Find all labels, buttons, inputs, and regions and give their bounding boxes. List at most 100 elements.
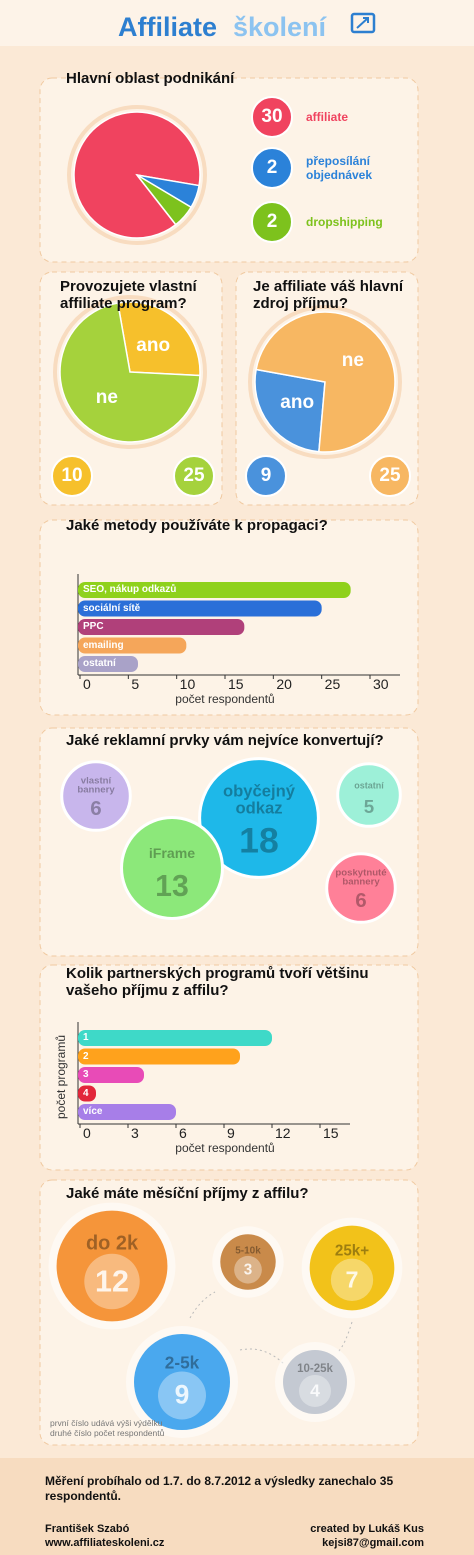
bar-label: více [83,1106,103,1117]
value-badge [369,455,411,497]
footer-author: František Szabó [45,1523,130,1535]
header-band [0,0,474,46]
bubble-value: 6 [355,889,367,913]
x-tick-label: 20 [276,676,292,692]
bar-label: 4 [83,1087,89,1099]
value-badge [173,455,215,497]
slice-label: ano [136,334,171,356]
coin [283,1350,347,1414]
bar [78,619,245,635]
coin [309,1225,395,1311]
bubble [336,762,402,828]
coin-inner [234,1255,262,1284]
icon-arrow [356,17,369,29]
bar [78,600,322,617]
chart-title: Jaké máte měsíční příjmy z affilu? [66,1185,309,1202]
pie-slice [59,302,201,443]
bubble-value: 5 [363,795,375,817]
value-label: 9 [260,465,272,486]
pie-ring [67,105,207,245]
bar [78,1085,96,1102]
bubble [120,816,224,920]
coin [56,1210,168,1322]
y-axis-label: počet programů [54,1034,68,1120]
bar [78,1104,176,1120]
coin-inner [84,1253,140,1310]
chart-title: Je affiliate váš hlavní zdroj příjmu? [253,278,404,312]
legend-label: affiliate [306,110,349,124]
bar-label: emailing [83,639,124,651]
bar [78,1067,144,1083]
bubble-label: obyčejný odkaz [222,781,296,818]
value-label: 10 [61,465,83,486]
coin-inner [158,1371,206,1420]
bar-label: SEO, nákup odkazů [83,584,177,595]
bar-label: 2 [83,1050,89,1062]
coin-label: do 2k [85,1232,139,1255]
value-label: 2 [266,157,278,178]
bar-label: PPC [83,621,104,632]
x-tick-label: 9 [227,1125,235,1141]
x-axis-label: počet respondentů [175,692,275,706]
title-part: školení [233,12,327,42]
legend-label: dropshipping [306,215,383,229]
chart-title: Jaké metody používáte k propagaci? [66,517,328,534]
value-badge [51,455,93,497]
footer-email: kejsi87@gmail.com [322,1537,424,1549]
x-tick-label: 3 [131,1125,139,1141]
bubble [60,760,132,832]
value-label: 25 [379,465,401,486]
coin-inner [299,1374,331,1407]
note: druhé číslo počet respondentů [50,1428,165,1438]
bubble-value: 18 [239,820,279,861]
footer-band [0,1458,474,1555]
x-tick-label: 6 [179,1125,187,1141]
x-tick-label: 25 [324,676,341,692]
bubble-label: ostatní [354,780,384,791]
footer-credit: created by Lukáš Kus [310,1523,424,1535]
coin-value: 4 [310,1380,320,1401]
coin-value: 3 [243,1261,253,1279]
bar-label: sociální sítě [83,602,141,614]
bar [78,637,187,654]
bar-label: 1 [83,1032,89,1043]
legend-label: přeposílání objednávek [306,154,373,182]
value-badge [251,201,293,243]
note: první číslo udává výši výdělku [50,1418,163,1428]
x-axis-label: počet respondentů [175,1141,275,1155]
coin-label: 10-25k [297,1363,333,1376]
footer-note: Měření probíhalo od 1.7. do 8.7.2012 a v… [45,1474,394,1503]
coin [134,1334,230,1430]
x-tick-label: 5 [131,676,140,692]
bubble-label: iFrame [148,844,196,861]
icon-board [350,12,376,34]
title-part: Affiliate [118,12,218,42]
bar [78,1048,240,1065]
chart-title: Provozujete vlastní affiliate program? [60,278,197,312]
bubble [325,852,397,924]
pie-slice [136,174,193,226]
value-label: 30 [261,106,283,127]
slice-label: ne [95,387,118,409]
pie-ring [53,295,207,449]
chart-title: Jaké reklamní prvky vám nejvíce konvertu… [66,732,384,749]
bubble-label: poskytnuté bannery [335,867,387,888]
pie-ring [248,305,402,459]
coin-label: 2-5k [164,1352,200,1373]
x-tick-label: 30 [373,676,389,692]
slice-label: ne [341,349,364,371]
value-badge [245,455,287,497]
x-tick-label: 10 [179,676,196,692]
pie-slice [116,301,201,377]
x-tick-label: 12 [275,1125,291,1141]
value-label: 2 [266,211,278,232]
bar-label: ostatní [83,658,116,669]
coin-value: 7 [345,1266,359,1293]
x-tick-label: 0 [83,676,91,692]
coin-label: 5-10k [235,1245,261,1257]
coin-value: 12 [95,1264,129,1299]
x-tick-label: 15 [323,1125,339,1141]
bar [78,1030,272,1046]
chart-title: Hlavní oblast podnikání [66,70,235,87]
